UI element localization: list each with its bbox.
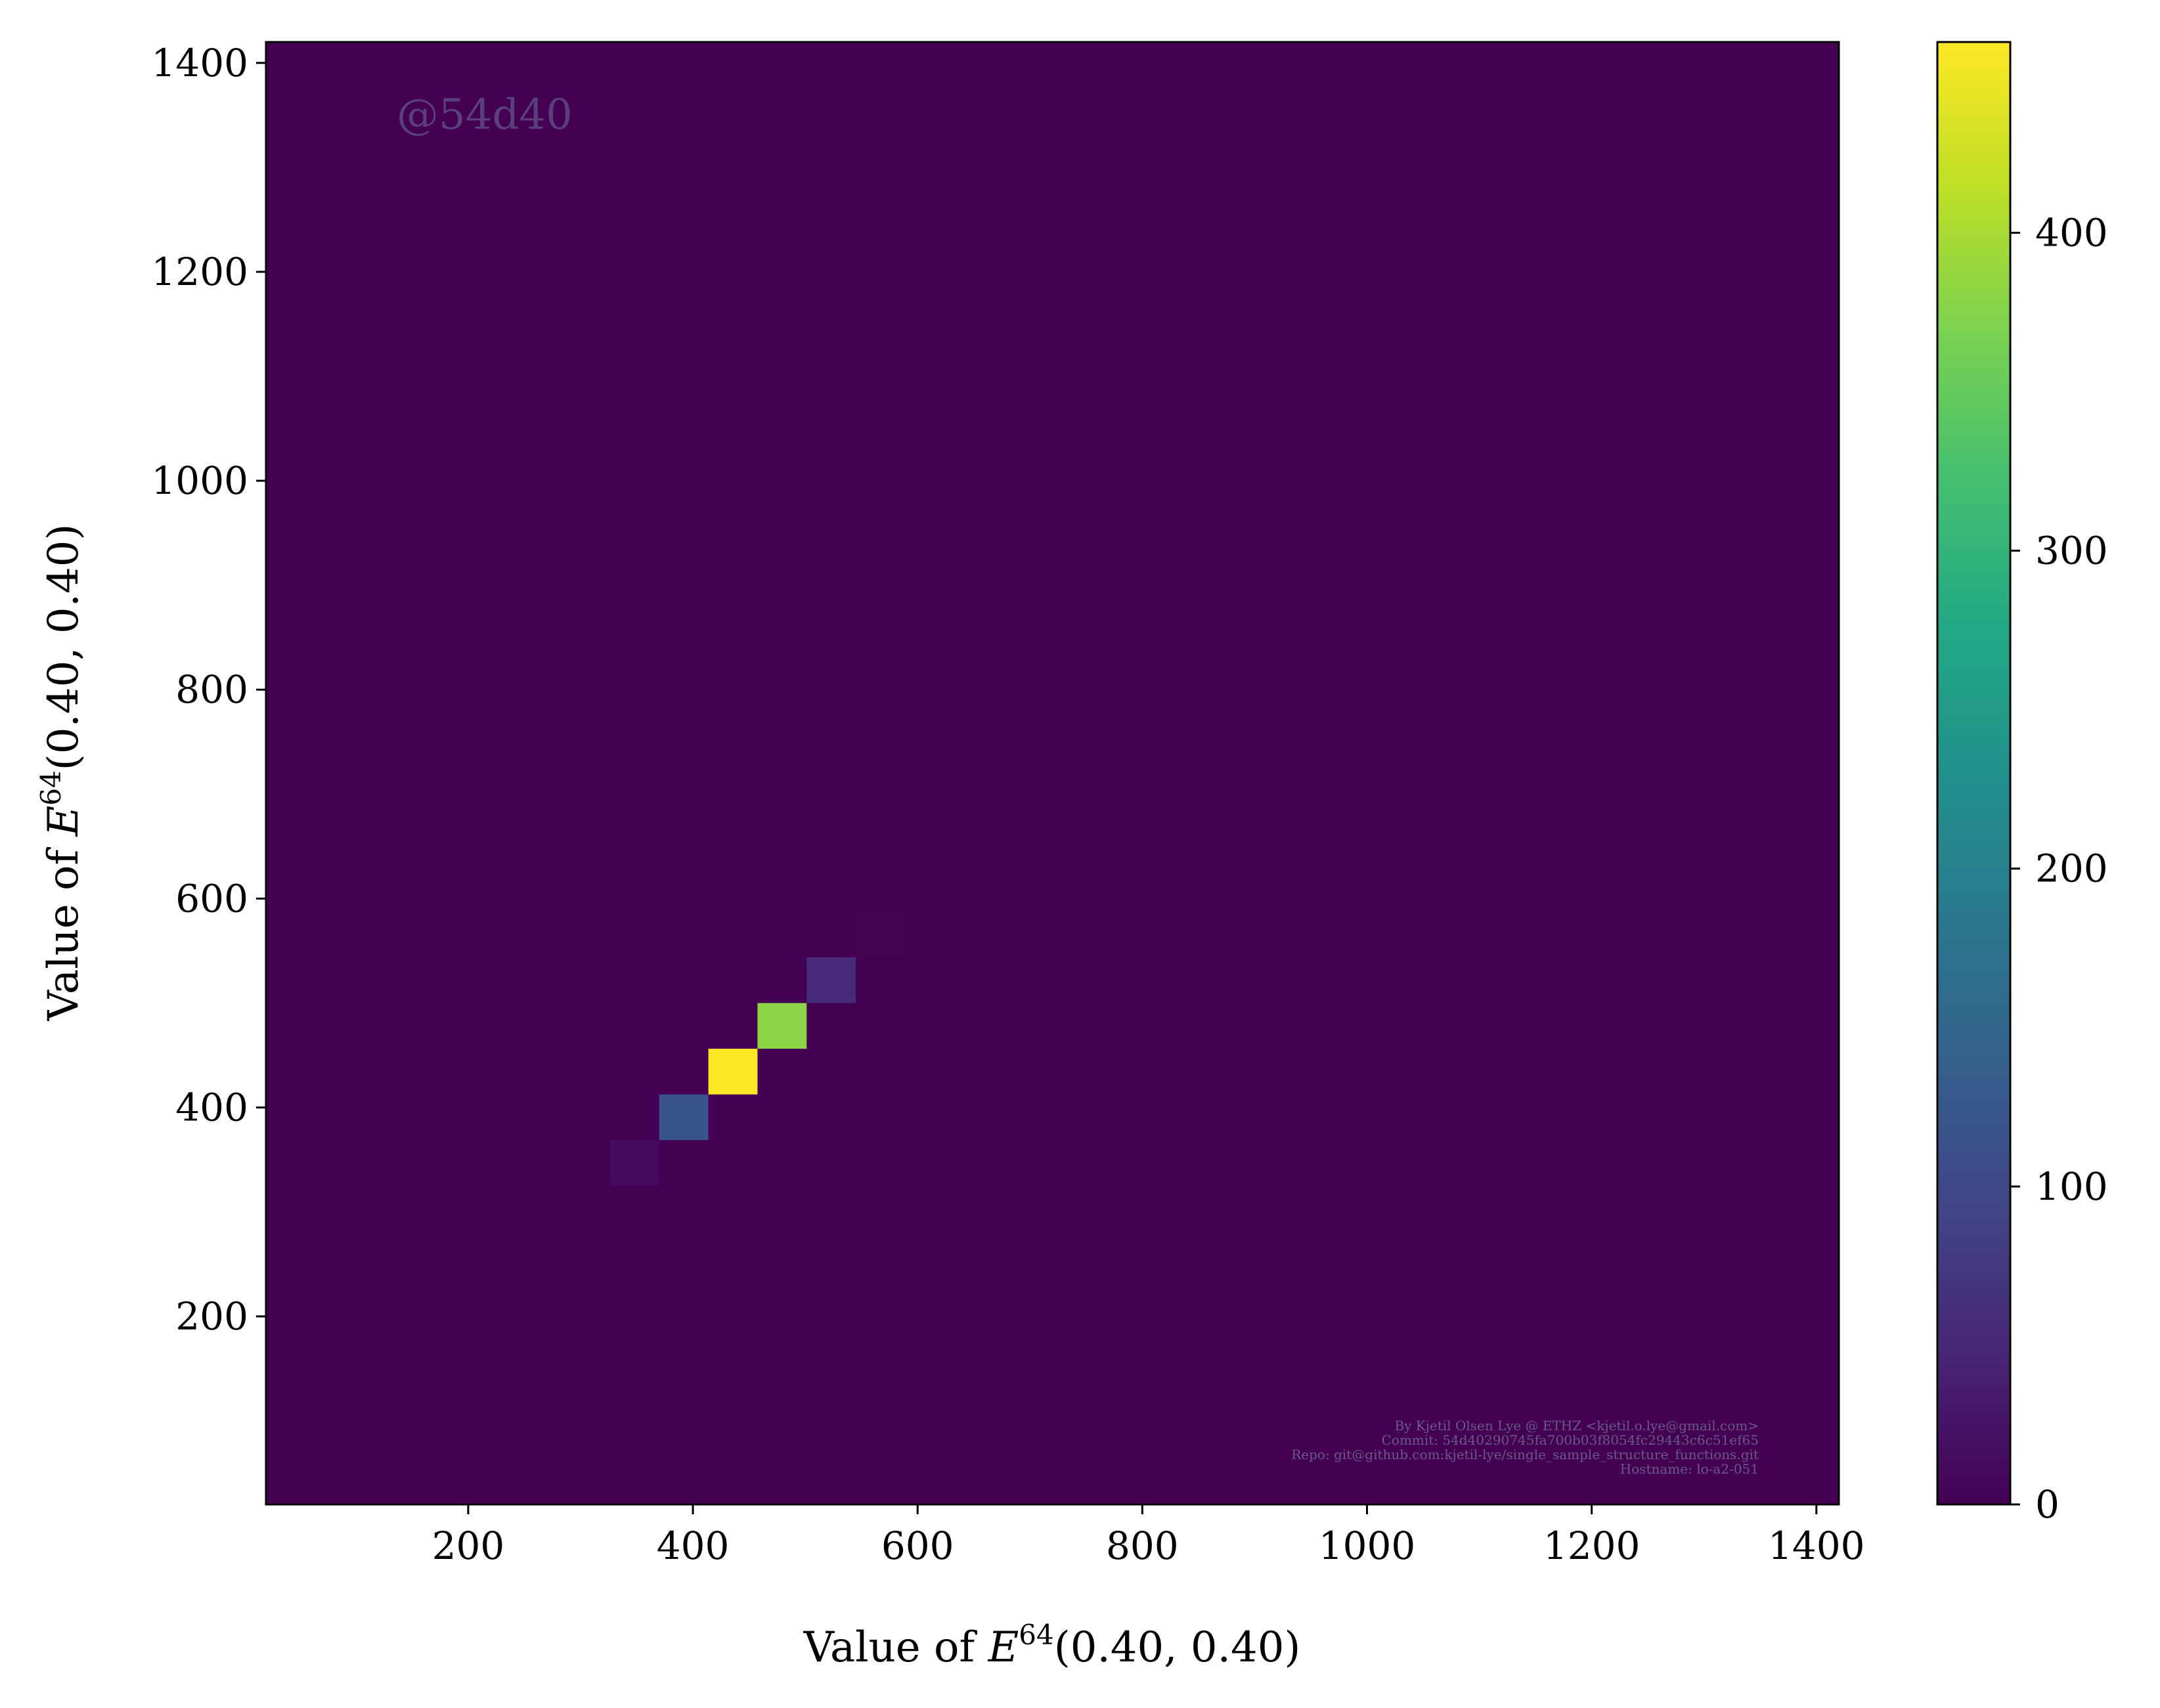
x-tick-label: 1200 <box>1543 1523 1641 1568</box>
y-axis-label: Value of E64(0.40, 0.40) <box>35 524 88 1022</box>
heatmap-background <box>266 42 1839 1504</box>
credits-line-hostname: Hostname: lo-a2-051 <box>1620 1461 1759 1477</box>
heatmap-cell-1 <box>659 1094 709 1141</box>
heatmap-cell-3 <box>757 1003 807 1049</box>
x-axis-label-var: E <box>988 1623 1019 1672</box>
heatmap-cell-5 <box>856 911 905 957</box>
colorbar-tick-label: 100 <box>2035 1164 2108 1209</box>
x-axis-label-sup: 64 <box>1019 1619 1053 1651</box>
x-axis-ticks: 200 400 600 800 1000 1200 1400 <box>432 1504 1865 1568</box>
credits-line-commit: Commit: 54d40290745fa700b03f8054fc29443c… <box>1382 1432 1759 1448</box>
x-axis-label-args: (0.40, 0.40) <box>1054 1623 1301 1672</box>
watermark-text: @54d40 <box>397 91 573 139</box>
y-axis-label-args: (0.40, 0.40) <box>39 524 88 771</box>
y-tick-label: 1400 <box>151 41 248 85</box>
credits-line-author: By Kjetil Olsen Lye @ ETHZ <kjetil.o.lye… <box>1394 1418 1759 1434</box>
y-tick-label: 800 <box>175 667 248 712</box>
colorbar-tick-label: 300 <box>2035 529 2108 573</box>
heatmap-cells <box>609 911 905 1186</box>
x-tick-label: 400 <box>657 1523 730 1568</box>
y-axis-label-var: E <box>39 806 88 837</box>
x-tick-label: 200 <box>432 1523 505 1568</box>
credits-block: By Kjetil Olsen Lye @ ETHZ <kjetil.o.lye… <box>1291 1418 1759 1477</box>
heatmap-cell-2 <box>708 1049 758 1095</box>
y-axis-label-sup: 64 <box>35 770 67 805</box>
colorbar-tick-label: 400 <box>2035 210 2108 255</box>
colorbar <box>1936 41 2012 1506</box>
colorbar-tick-label: 0 <box>2035 1482 2060 1527</box>
colorbar-tick-label: 200 <box>2035 846 2108 891</box>
heatmap-cell-0 <box>609 1140 659 1186</box>
y-axis-ticks: 200 400 600 800 1000 1200 1400 <box>151 41 266 1339</box>
y-tick-label: 1200 <box>151 250 248 294</box>
heatmap-cell-4 <box>806 957 856 1003</box>
credits-line-repo: Repo: git@github.com:kjetil-lye/single_s… <box>1291 1447 1759 1462</box>
x-tick-label: 1000 <box>1319 1523 1416 1568</box>
x-tick-label: 1400 <box>1768 1523 1865 1568</box>
y-axis-label-prefix: Value of <box>39 836 88 1021</box>
y-tick-label: 400 <box>175 1085 248 1130</box>
y-tick-label: 200 <box>175 1294 248 1339</box>
x-tick-label: 600 <box>881 1523 954 1568</box>
x-axis-label-prefix: Value of <box>803 1623 988 1672</box>
y-tick-label: 600 <box>175 876 248 921</box>
colorbar-ticks: 0 100 200 300 400 <box>2010 210 2108 1527</box>
x-tick-label: 800 <box>1106 1523 1179 1568</box>
x-axis-label: Value of E64(0.40, 0.40) <box>803 1619 1301 1672</box>
plot-frame <box>265 41 1840 1506</box>
y-tick-label: 1000 <box>151 458 248 503</box>
